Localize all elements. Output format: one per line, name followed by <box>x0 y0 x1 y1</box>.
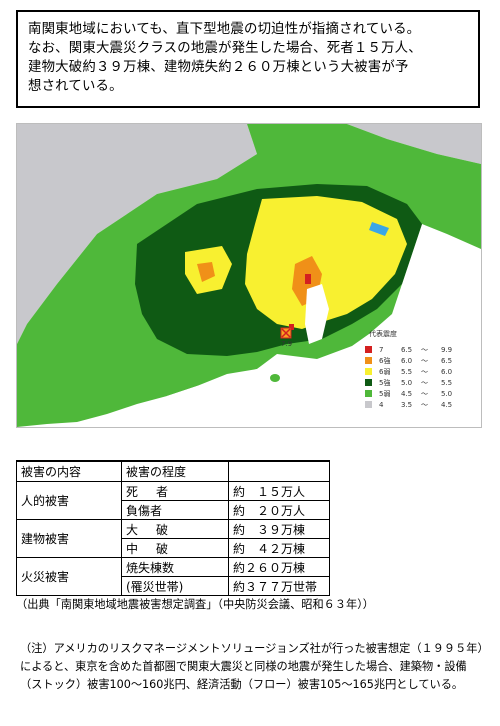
svg-text:6.0: 6.0 <box>441 368 452 376</box>
intensity-6-lower-region <box>245 196 407 329</box>
damage-estimate-table: 被害の内容 被害の程度 人的被害 死 者 約 １５万人 負傷者 約 ２０万人 建… <box>16 460 330 596</box>
category-cell: 火災被害 <box>16 557 122 596</box>
svg-text:6.5: 6.5 <box>401 346 412 354</box>
table-row: 人的被害 死 者 約 １５万人 <box>16 481 330 520</box>
header-cell <box>228 460 330 482</box>
value-cell: 約 ３９万棟 <box>228 519 330 539</box>
legend-row: 7 6.5 ～ 9.9 <box>365 346 452 354</box>
table-row: 建物被害 大 破 約 ３９万棟 <box>16 519 330 558</box>
lake <box>369 222 389 236</box>
svg-text:4: 4 <box>379 401 384 409</box>
svg-text:～: ～ <box>421 401 428 409</box>
svg-text:4.5: 4.5 <box>441 401 452 409</box>
sagami-bay <box>167 356 357 427</box>
svg-text:5.0: 5.0 <box>441 390 452 398</box>
intensity-7-spot-2 <box>289 324 294 330</box>
item-cell: 焼失棟数 <box>121 557 229 577</box>
value-cell: 約 １５万人 <box>228 481 330 501</box>
table-row: 火災被害 焼失棟数 約２６０万棟 <box>16 557 330 596</box>
item-cell: 大 破 <box>121 519 229 539</box>
svg-text:5.0: 5.0 <box>401 379 412 387</box>
legend-row: 6弱 5.5 ～ 6.0 <box>365 368 452 376</box>
item-cell: (罹災世帯) <box>121 576 229 596</box>
intensity-4-region-ne <box>347 124 481 164</box>
svg-text:9.9: 9.9 <box>441 346 452 354</box>
legend-title: 代表震度 <box>369 329 397 338</box>
table-row: (罹災世帯) 約３７７万世帯 <box>17 576 330 596</box>
svg-text:5.5: 5.5 <box>441 379 452 387</box>
svg-text:6.0: 6.0 <box>401 357 412 365</box>
svg-text:6.5: 6.5 <box>441 357 452 365</box>
legend-row: 5弱 4.5 ～ 5.0 <box>365 390 452 398</box>
footnote: （注）アメリカのリスクマネージメントソリュージョンズ社が行った被害想定（１９９５… <box>20 642 484 691</box>
epicenter-magnitude: 7.9 <box>281 340 292 348</box>
intensity-6-upper-west <box>197 262 215 282</box>
svg-text:～: ～ <box>421 368 428 376</box>
value-cell: 約 ２０万人 <box>228 500 330 520</box>
svg-text:5弱: 5弱 <box>379 390 390 398</box>
svg-text:4.5: 4.5 <box>401 390 412 398</box>
tokyo-bay <box>305 284 329 344</box>
intensity-4-region <box>17 124 257 344</box>
svg-text:6弱: 6弱 <box>379 368 390 376</box>
value-cell: 約 ４２万棟 <box>228 538 330 558</box>
value-cell: 約２６０万棟 <box>228 557 330 577</box>
intro-line-3: 建物大破約３９万棟、建物焼失約２６０万棟という大被害が予 <box>28 60 409 75</box>
item-cell: 中 破 <box>121 538 229 558</box>
svg-text:～: ～ <box>421 357 428 365</box>
svg-text:～: ～ <box>421 390 428 398</box>
intensity-legend: 代表震度 7 6.5 ～ 9.9 6強 6.0 ～ 6.5 6弱 5.5 ～ 6… <box>365 329 452 409</box>
svg-text:3.5: 3.5 <box>401 401 412 409</box>
intro-line-2: なお、関東大震災クラスの地震が発生した場合、死者１５万人、 <box>28 41 422 56</box>
intro-text-box: 南関東地域においても、直下型地震の切迫性が指摘されている。 なお、関東大震災クラ… <box>16 10 480 108</box>
legend-row: 5強 5.0 ～ 5.5 <box>365 379 452 387</box>
svg-text:7: 7 <box>379 346 383 354</box>
category-cell: 人的被害 <box>16 481 122 520</box>
intro-line-4: 想されている。 <box>28 79 123 94</box>
intro-line-1: 南関東地域においても、直下型地震の切迫性が指摘されている。 <box>28 22 421 37</box>
legend-row: 4 3.5 ～ 4.5 <box>365 401 452 409</box>
table-header-row: 被害の内容 被害の程度 <box>16 460 330 482</box>
seismic-intensity-map: 7.9 代表震度 7 6.5 ～ 9.9 6強 6.0 ～ 6.5 6弱 5.5 <box>16 123 482 428</box>
value-cell: 約３７７万世帯 <box>228 576 330 596</box>
damage-table-wrapper: 被害の内容 被害の程度 人的被害 死 者 約 １５万人 負傷者 約 ２０万人 建… <box>16 460 330 596</box>
intensity-map-graphic: 7.9 代表震度 7 6.5 ～ 9.9 6強 6.0 ～ 6.5 6弱 5.5 <box>17 124 481 427</box>
category-cell: 建物被害 <box>16 519 122 558</box>
item-cell: 死 者 <box>121 481 229 501</box>
item-cell: 負傷者 <box>121 500 229 520</box>
header-cell: 被害の内容 <box>16 460 122 482</box>
svg-text:5.5: 5.5 <box>401 368 412 376</box>
svg-text:5強: 5強 <box>379 379 390 387</box>
svg-text:～: ～ <box>421 346 428 354</box>
legend-row: 6強 6.0 ～ 6.5 <box>365 357 452 365</box>
source-citation: （出典「南関東地域地震被害想定調査」（中央防災会議、昭和６３年）） <box>16 598 374 611</box>
island <box>270 374 280 382</box>
svg-text:6強: 6強 <box>379 357 390 365</box>
intensity-7-spot <box>305 274 311 284</box>
table-row: 中 破 約 ４２万棟 <box>17 538 330 558</box>
header-cell: 被害の程度 <box>121 460 229 482</box>
svg-text:～: ～ <box>421 379 428 387</box>
